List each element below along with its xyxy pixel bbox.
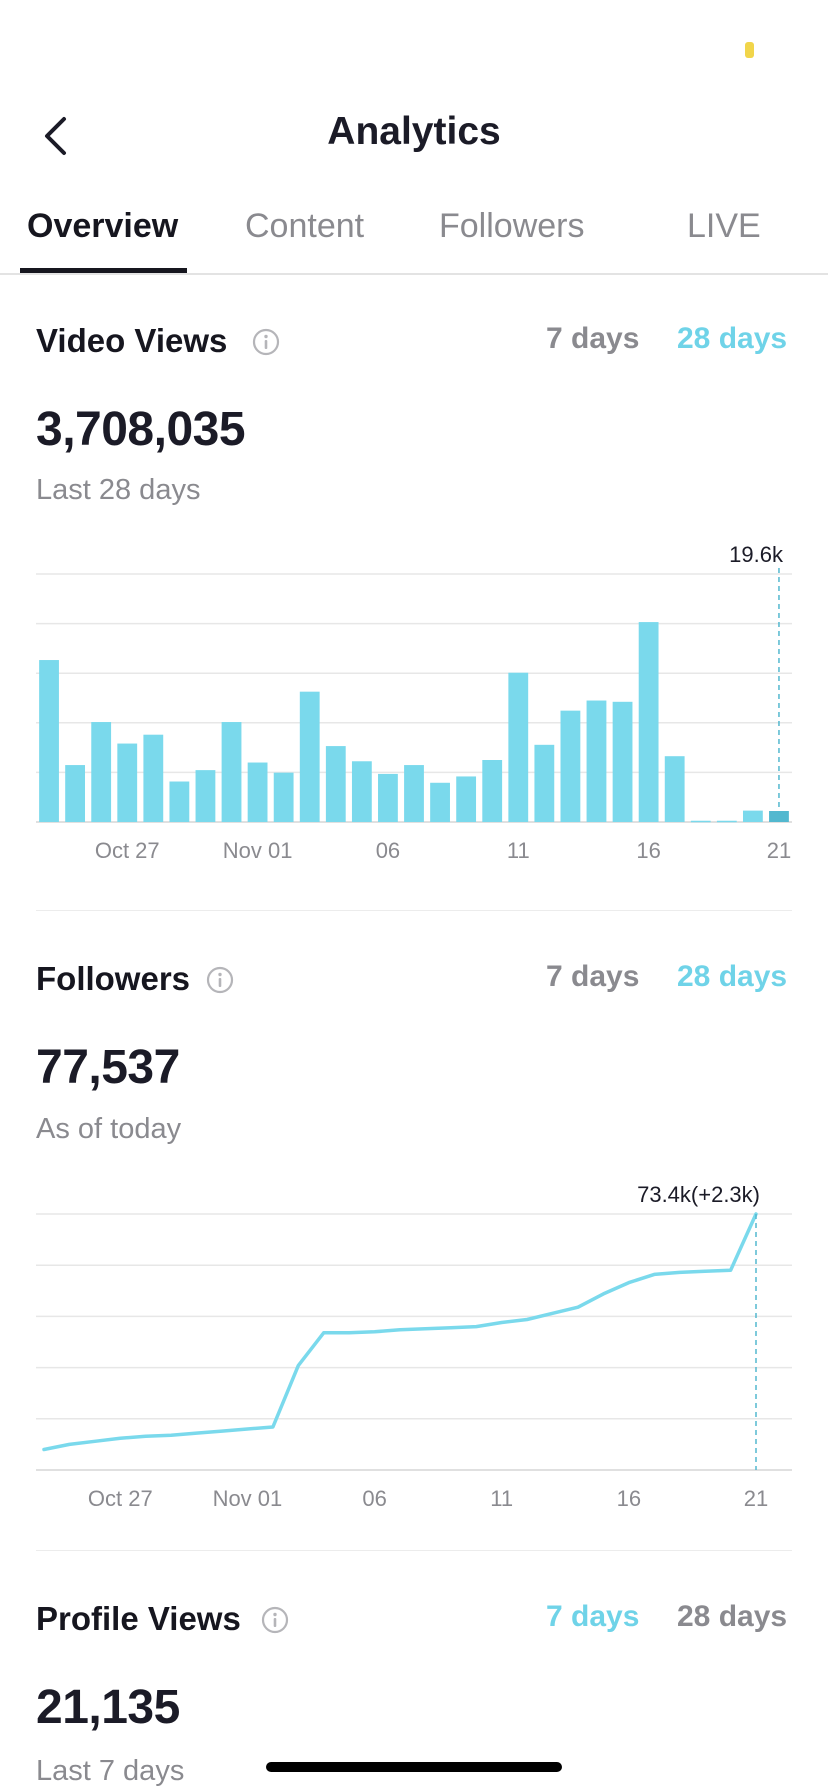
bar[interactable] xyxy=(404,765,424,822)
x-tick-label: 11 xyxy=(507,838,530,863)
profile-views-total: 21,135 xyxy=(36,1681,180,1734)
highlight-value-label: 19.6k xyxy=(729,542,784,567)
x-tick-label: 16 xyxy=(636,838,660,863)
video-views-caption: Last 28 days xyxy=(36,474,201,506)
bar[interactable] xyxy=(117,743,138,822)
bar[interactable] xyxy=(247,762,268,822)
profile-views-28-days-toggle[interactable]: 28 days xyxy=(677,1600,788,1633)
followers-title: Followers xyxy=(36,960,191,997)
tab-content[interactable]: Content xyxy=(245,207,365,245)
video-views-28-days-toggle[interactable]: 28 days xyxy=(677,322,788,355)
x-tick-label: Nov 01 xyxy=(213,1486,283,1511)
info-icon[interactable] xyxy=(252,328,280,356)
bar[interactable] xyxy=(456,776,477,822)
followers-28-days-toggle[interactable]: 28 days xyxy=(677,960,788,993)
bar[interactable] xyxy=(769,811,789,822)
header: Analytics xyxy=(0,100,828,170)
bar[interactable] xyxy=(690,820,711,823)
x-tick-label: 06 xyxy=(376,838,400,863)
bar[interactable] xyxy=(482,760,503,822)
video-views-7-days-toggle[interactable]: 7 days xyxy=(546,322,640,355)
followers-caption: As of today xyxy=(36,1113,182,1145)
bar[interactable] xyxy=(65,765,86,822)
status-indicator xyxy=(745,42,754,58)
x-tick-label: 06 xyxy=(362,1486,386,1511)
bar[interactable] xyxy=(586,700,607,822)
x-tick-label: Nov 01 xyxy=(223,838,293,863)
active-tab-underline xyxy=(20,268,187,273)
info-icon[interactable] xyxy=(261,1606,289,1634)
bar[interactable] xyxy=(195,770,216,822)
profile-views-7-days-toggle[interactable]: 7 days xyxy=(546,1600,640,1633)
video-views-total: 3,708,035 xyxy=(36,403,246,456)
bar[interactable] xyxy=(508,672,529,822)
bar[interactable] xyxy=(39,660,59,822)
followers-total: 77,537 xyxy=(36,1041,180,1094)
bar[interactable] xyxy=(560,710,581,822)
bar[interactable] xyxy=(91,722,112,822)
bar[interactable] xyxy=(716,820,737,823)
followers-series-line xyxy=(42,1212,758,1452)
tab-overview[interactable]: Overview xyxy=(27,207,179,245)
bar[interactable] xyxy=(742,810,763,822)
followers-section: Followers 7 days 28 days 77,537 As of to… xyxy=(36,960,792,1520)
profile-views-caption: Last 7 days xyxy=(36,1755,185,1787)
home-indicator xyxy=(266,1762,562,1772)
bar[interactable] xyxy=(169,781,190,822)
page-title: Analytics xyxy=(327,110,501,153)
profile-views-section: Profile Views 7 days 28 days 21,135 Last… xyxy=(36,1600,792,1792)
bar[interactable] xyxy=(612,701,633,822)
bar[interactable] xyxy=(273,772,294,822)
x-tick-label: Oct 27 xyxy=(95,838,160,863)
profile-views-title: Profile Views xyxy=(36,1600,241,1637)
bar[interactable] xyxy=(664,756,685,822)
bar[interactable] xyxy=(299,691,320,822)
video-views-section: Video Views 7 days 28 days 3,708,035 Las… xyxy=(36,322,792,882)
bar[interactable] xyxy=(534,744,555,822)
section-divider xyxy=(36,1550,792,1551)
x-tick-label: Oct 27 xyxy=(88,1486,153,1511)
bar[interactable] xyxy=(221,722,242,822)
x-tick-label: 16 xyxy=(617,1486,641,1511)
followers-7-days-toggle[interactable]: 7 days xyxy=(546,960,640,993)
x-tick-label: 11 xyxy=(490,1486,513,1511)
tab-followers[interactable]: Followers xyxy=(439,207,585,245)
chevron-left-icon xyxy=(45,117,66,155)
x-tick-label: 21 xyxy=(767,838,791,863)
tab-live[interactable]: LIVE xyxy=(687,207,761,245)
bar[interactable] xyxy=(638,622,659,822)
bar[interactable] xyxy=(430,782,450,822)
video-views-title: Video Views xyxy=(36,322,228,359)
section-divider xyxy=(36,910,792,911)
bar[interactable] xyxy=(351,761,372,822)
x-tick-label: 21 xyxy=(744,1486,768,1511)
bar[interactable] xyxy=(143,734,164,822)
bar[interactable] xyxy=(325,746,346,822)
highlight-value-label: 73.4k(+2.3k) xyxy=(637,1182,760,1207)
back-button[interactable] xyxy=(30,114,80,158)
video-views-bar-chart: 19.6k Oct 27 Nov 01 06 11 16 21 xyxy=(36,542,792,863)
tab-bar: Overview Content Followers LIVE xyxy=(0,195,828,275)
info-icon[interactable] xyxy=(206,966,234,994)
followers-line-chart: 73.4k(+2.3k) Oct 27 Nov 01 06 11 16 21 xyxy=(36,1182,792,1511)
bar[interactable] xyxy=(378,773,398,822)
